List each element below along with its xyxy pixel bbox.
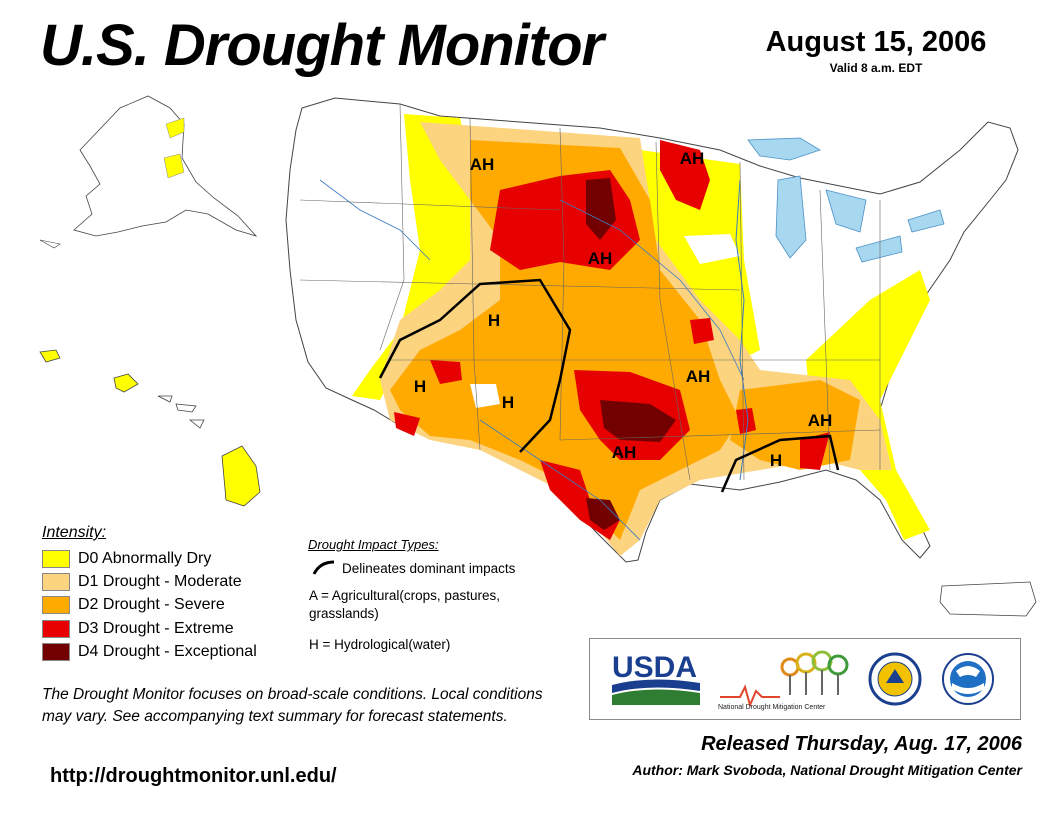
legend-label: D4 Drought - Exceptional bbox=[78, 642, 257, 660]
valid-time: Valid 8 a.m. EDT bbox=[829, 61, 923, 75]
legend-label: D3 Drought - Extreme bbox=[78, 619, 234, 637]
conus-map bbox=[285, 97, 1019, 563]
legend-label: D0 Abnormally Dry bbox=[78, 549, 212, 567]
legend-label: D1 Drought - Moderate bbox=[78, 572, 242, 590]
impact-line-description: Delineates dominant impacts bbox=[342, 561, 516, 576]
legend-swatch bbox=[42, 596, 70, 615]
author-credit: Author: Mark Svoboda, National Drought M… bbox=[632, 762, 1022, 778]
impact-label: H bbox=[414, 377, 426, 396]
impact-label: AH bbox=[470, 155, 495, 174]
impact-label: AH bbox=[680, 149, 705, 168]
impact-label: H bbox=[502, 393, 514, 412]
puerto-rico-map bbox=[939, 581, 1037, 617]
legend-item-d0: D0 Abnormally Dry bbox=[42, 547, 257, 570]
commerce-seal bbox=[868, 652, 922, 706]
legend: D0 Abnormally Dry D1 Drought - Moderate … bbox=[42, 547, 257, 663]
legend-swatch bbox=[42, 572, 70, 591]
alaska-map bbox=[39, 95, 258, 249]
legend-item-d2: D2 Drought - Severe bbox=[42, 594, 257, 617]
logos-graphic: USDA National Drought Mitigation Center bbox=[612, 650, 994, 711]
legend-item-d1: D1 Drought - Moderate bbox=[42, 570, 257, 593]
legend-label: D2 Drought - Severe bbox=[78, 596, 225, 614]
impact-label: AH bbox=[588, 249, 613, 268]
impact-agricultural: A = Agricultural(crops, pastures, grassl… bbox=[309, 588, 500, 621]
legend-item-d3: D3 Drought - Extreme bbox=[42, 617, 257, 640]
impact-labels: AH AH AH H H H AH AH H AH bbox=[414, 149, 832, 470]
partner-logos: USDA National Drought Mitigation Center bbox=[589, 638, 1021, 720]
legend-swatch bbox=[42, 549, 70, 568]
impact-types-title: Drought Impact Types: bbox=[308, 537, 439, 552]
usda-logo: USDA bbox=[612, 651, 700, 705]
ndmc-logo: National Drought Mitigation Center bbox=[718, 650, 849, 711]
legend-swatch bbox=[42, 642, 70, 661]
legend-item-d4: D4 Drought - Exceptional bbox=[42, 640, 257, 663]
page-title: U.S. Drought Monitor bbox=[40, 13, 604, 78]
hawaii-map bbox=[39, 349, 261, 507]
impact-hydrological: H = Hydrological(water) bbox=[309, 637, 451, 652]
legend-title: Intensity: bbox=[42, 524, 107, 541]
impact-label: AH bbox=[612, 443, 637, 462]
legend-swatch bbox=[42, 619, 70, 638]
map-date: August 15, 2006 bbox=[765, 26, 987, 58]
noaa-logo bbox=[942, 653, 994, 705]
release-date: Released Thursday, Aug. 17, 2006 bbox=[701, 733, 1022, 755]
impact-label: AH bbox=[686, 367, 711, 386]
impact-label: AH bbox=[808, 411, 833, 430]
disclaimer-note: The Drought Monitor focuses on broad-sca… bbox=[42, 686, 543, 725]
impact-label: H bbox=[488, 311, 500, 330]
impact-label: H bbox=[770, 451, 782, 470]
impact-boundary-icon bbox=[312, 560, 335, 575]
website-link[interactable]: http://droughtmonitor.unl.edu/ bbox=[50, 765, 337, 787]
usda-logo-text: USDA bbox=[612, 651, 697, 684]
ndmc-logo-text: National Drought Mitigation Center bbox=[718, 704, 826, 711]
